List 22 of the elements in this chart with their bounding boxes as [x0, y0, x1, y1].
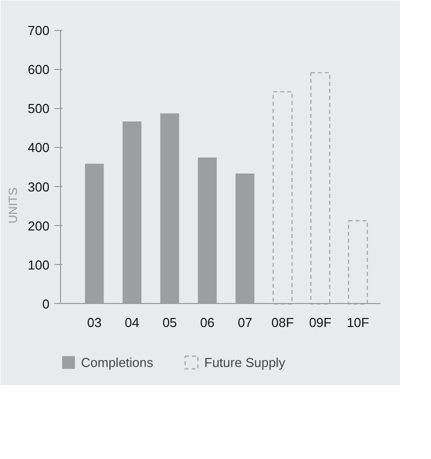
- y-tick-label: 400: [28, 140, 50, 156]
- legend-label: Future Supply: [204, 354, 286, 370]
- x-tick-label: 04: [124, 314, 140, 330]
- y-tick-label: 600: [28, 62, 50, 78]
- y-tick-label: 0: [42, 296, 50, 312]
- y-tick-label: 300: [28, 179, 50, 194]
- y-tick-label: 200: [28, 218, 50, 234]
- x-tick-label: 09F: [309, 314, 332, 330]
- x-tick-label: 03: [87, 314, 102, 330]
- bar: [348, 220, 368, 305]
- y-tick-label: 100: [28, 257, 50, 272]
- x-tick-label: 05: [162, 314, 177, 330]
- bar: [310, 72, 330, 305]
- bar: [272, 91, 293, 305]
- legend-label: Completions: [81, 354, 154, 370]
- x-tick-label: 06: [200, 314, 215, 330]
- y-tick-label: 500: [28, 101, 50, 116]
- y-axis-title: UNITS: [6, 188, 20, 224]
- x-tick-label: 07: [238, 314, 252, 330]
- y-tick-label: 700: [28, 23, 50, 38]
- x-tick-label: 08F: [271, 314, 294, 330]
- x-tick-label: 10F: [346, 314, 370, 330]
